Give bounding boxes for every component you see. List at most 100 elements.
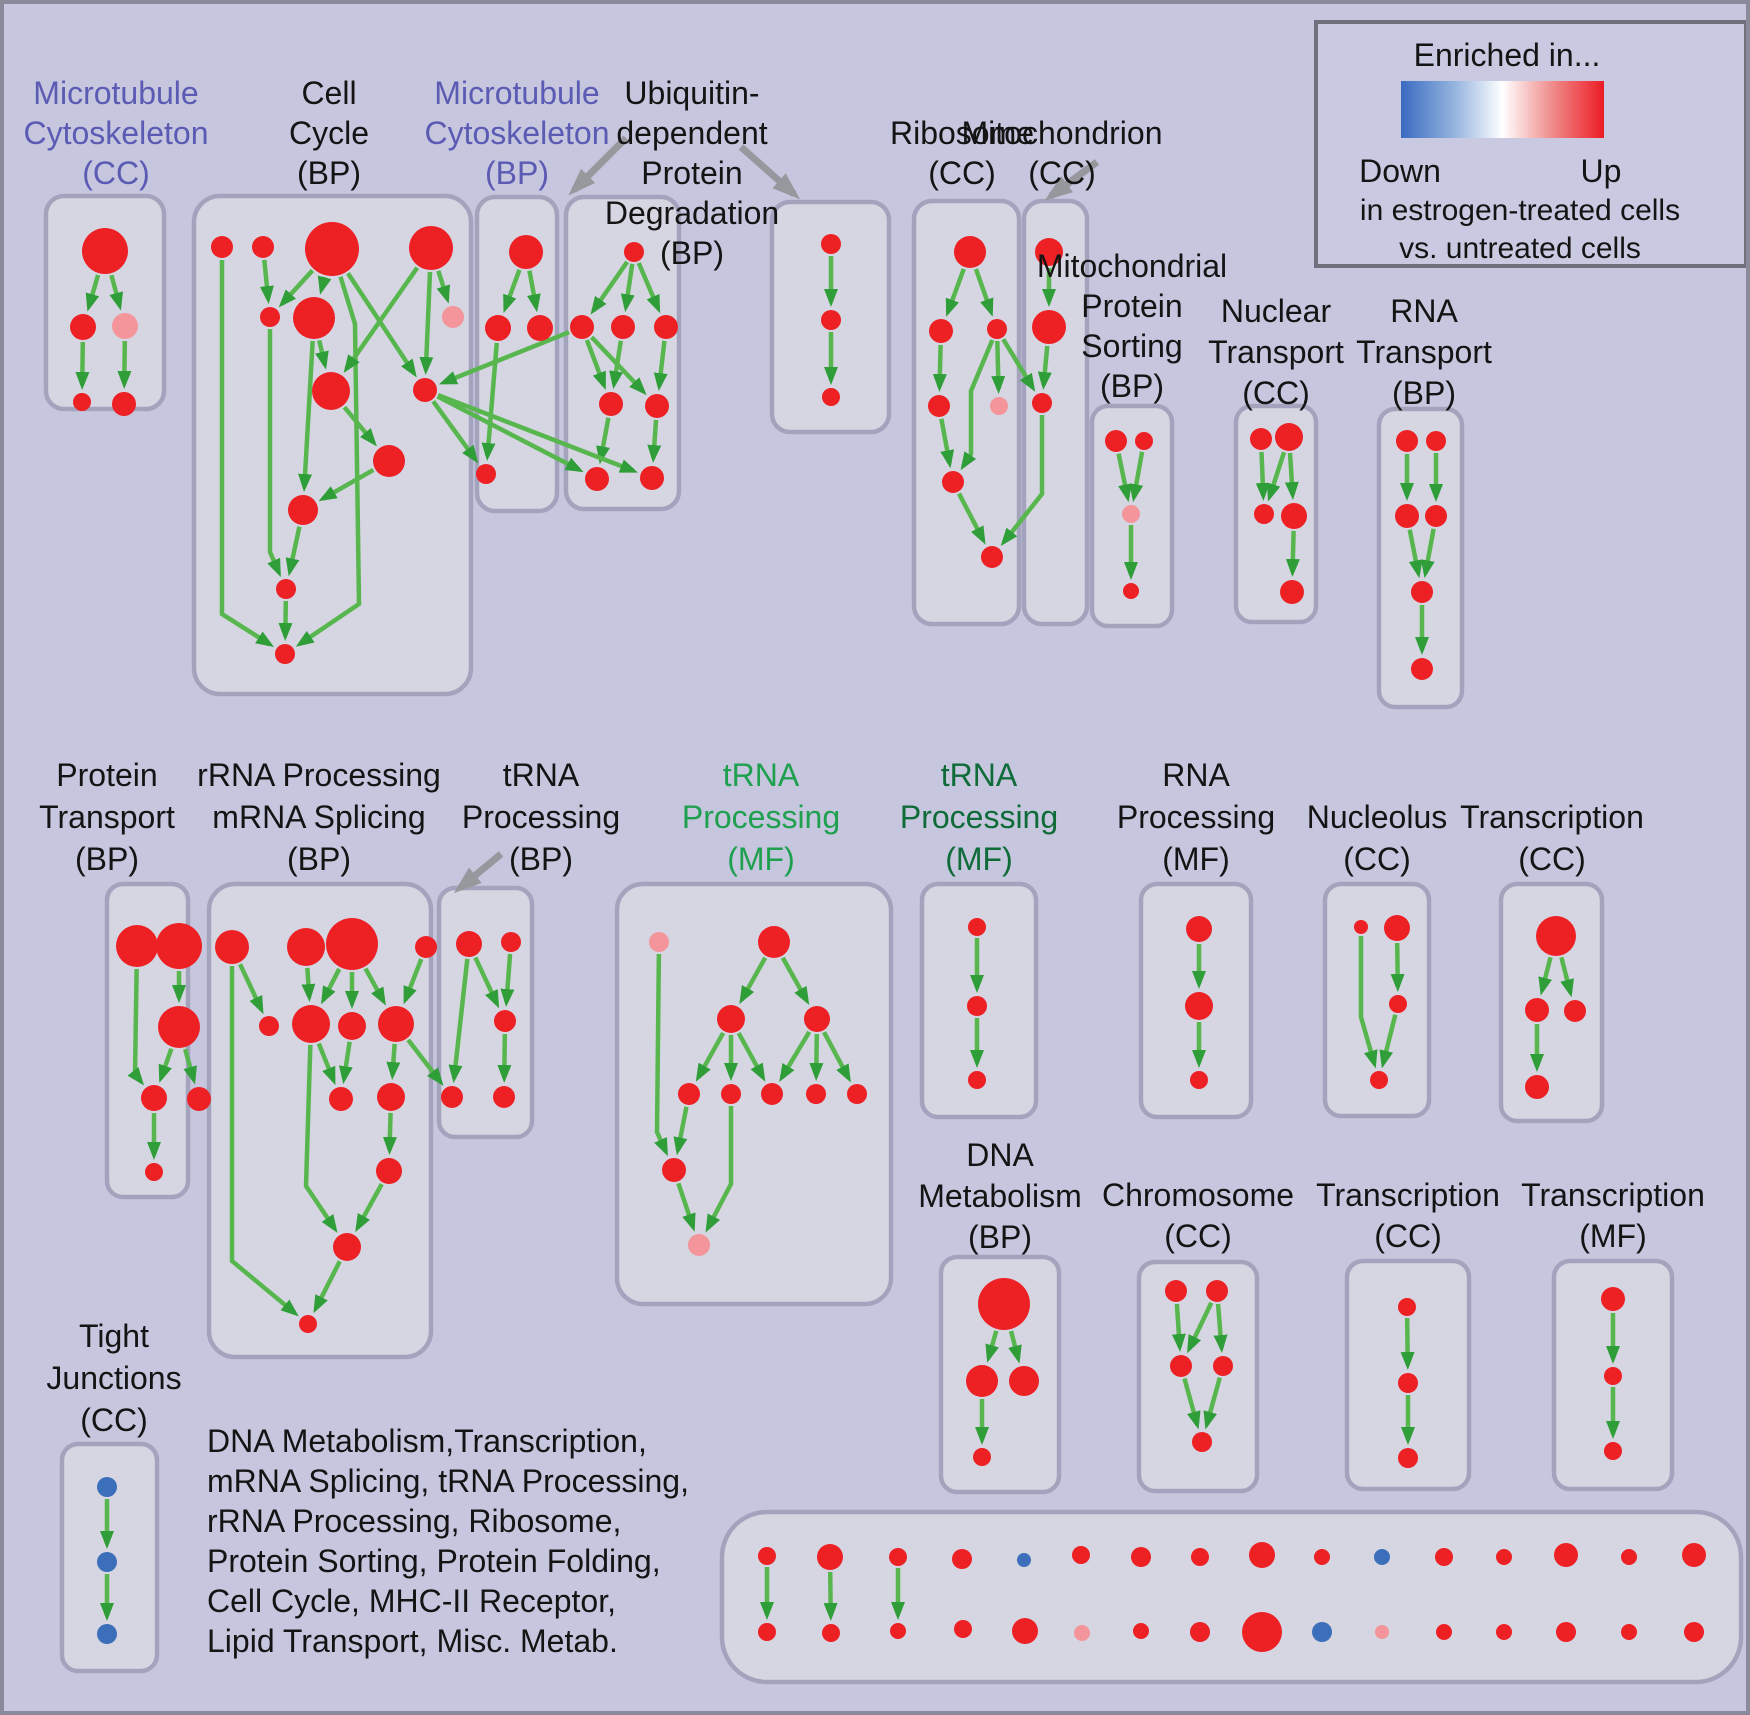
go-term-node-bottomRow-8 [1017, 1553, 1031, 1567]
go-term-node-cellCycle-0 [211, 236, 233, 258]
go-term-node-bottomRow-30 [1682, 1543, 1706, 1567]
go-term-node-cellCycle-2 [305, 222, 359, 276]
go-term-node-cellCycle-8 [413, 378, 437, 402]
go-term-node-bottomRow-11 [1074, 1625, 1090, 1641]
edge-cellCycle [342, 405, 377, 447]
go-term-node-transMF-0 [1601, 1287, 1625, 1311]
go-term-node-rrna-7 [378, 1006, 414, 1042]
edge-cellCycle [267, 329, 281, 578]
go-term-node-bottomRow-26 [1554, 1543, 1578, 1567]
go-term-node-trnaMF1-6 [761, 1083, 783, 1105]
go-term-node-ribosome-2 [987, 319, 1007, 339]
go-term-node-ribosome-6 [981, 546, 1003, 568]
edge-chromosome [1187, 1301, 1214, 1354]
legend-title: Enriched in... [1414, 37, 1601, 73]
edge-cellCycle [285, 526, 302, 577]
go-term-node-cellCycle-3 [409, 226, 453, 270]
go-term-node-trnaBP-3 [441, 1086, 463, 1108]
go-term-node-cellCycle-10 [288, 495, 318, 525]
go-term-node-bottomRow-18 [1314, 1549, 1330, 1565]
go-term-node-bottomRow-31 [1684, 1622, 1704, 1642]
go-term-node-rnaTrans-2 [1395, 504, 1419, 528]
edge-cellCycle [298, 340, 315, 493]
edge-ribosome [973, 268, 994, 317]
label-trna-mf-1-line-2: Processing [682, 799, 840, 835]
go-term-node-cellCycle-6 [442, 306, 464, 328]
go-term-node-trnaMF1-3 [804, 1006, 830, 1032]
edge-rrna [355, 1183, 384, 1233]
go-term-node-rnaTrans-0 [1396, 430, 1418, 452]
go-term-node-transCC1-2 [1564, 1000, 1586, 1022]
go-network-figure: Microtubule Cytoskeleton (CC) Cell Cycle (BP)… [24, 20, 1746, 1685]
edge-ribosome [939, 418, 955, 469]
label-dna-metabolism-line-2: Metabolism [918, 1178, 1082, 1214]
label-trna-mf-2-line-3: (MF) [945, 841, 1013, 877]
go-term-node-rnaTrans-3 [1425, 505, 1447, 527]
edge-nucleolus [1358, 936, 1378, 1069]
edge-bottomRow [823, 1571, 838, 1622]
go-term-node-chromosome-1 [1206, 1280, 1228, 1302]
go-term-node-ribosome-0 [954, 236, 986, 268]
edge-ribosome [945, 268, 966, 317]
label-rna-transport-line-2: Transport [1356, 334, 1492, 370]
edge-cellCycle [278, 600, 293, 642]
go-term-node-bottomRow-16 [1249, 1542, 1275, 1568]
edge-mtCC [75, 341, 90, 391]
edge-trnaMF1 [736, 1031, 766, 1082]
edge-rrna [313, 1260, 342, 1314]
go-term-node-rnaProcMF-1 [1185, 992, 1213, 1020]
note-text-line-6: Lipid Transport, Misc. Metab. [207, 1623, 618, 1659]
label-rna-transport-line-1: RNA [1390, 293, 1458, 329]
label-ribosome-line-1: Ribosome [890, 115, 1034, 151]
go-term-node-mtBP-3 [476, 464, 496, 484]
go-term-node-rrna-6 [338, 1012, 366, 1040]
edge-ubiq1 [653, 340, 668, 392]
go-term-node-rrna-10 [376, 1158, 402, 1184]
label-ubiquitin-line-5: (BP) [660, 235, 724, 271]
edge-nucTrans [1266, 451, 1287, 502]
edge-trnaMF1 [809, 1033, 824, 1082]
go-term-node-nucTrans-0 [1250, 428, 1272, 450]
go-term-node-trnaMF1-5 [721, 1084, 741, 1104]
edge-protTrans [127, 968, 145, 1086]
go-term-node-bottomRow-15 [1190, 1622, 1210, 1642]
edge-dnaMet [985, 1330, 999, 1363]
edge-rrna [386, 1043, 401, 1081]
label-mito-protein-sorting-line-3: Sorting [1081, 328, 1182, 364]
label-transcription-mf-line-1: Transcription [1521, 1177, 1705, 1213]
go-term-node-rnaTrans-1 [1426, 431, 1446, 451]
legend-down-label: Down [1359, 153, 1441, 189]
edge-rrna [403, 958, 424, 1005]
edge-mtBP [526, 270, 541, 313]
label-rna-transport-line-3: (BP) [1392, 375, 1456, 411]
label-mito-protein-sorting-line-1: Mitochondrial [1037, 248, 1227, 284]
label-rrna-mrna-line-3: (BP) [287, 841, 351, 877]
edge-nucTrans [1284, 452, 1299, 501]
go-term-node-ribosome-5 [942, 471, 964, 493]
edge-rrna [301, 967, 316, 1003]
edge-protTrans [182, 1048, 197, 1085]
note-text-line-4: Protein Sorting, Protein Folding, [207, 1543, 661, 1579]
edge-cross-rrna-to-trnaBP [406, 1038, 444, 1086]
edge-nucTrans [1255, 451, 1270, 502]
go-term-node-mtBP-1 [485, 315, 511, 341]
label-microtubule-cc-line-3: (CC) [82, 155, 150, 191]
edge-chromosome [1213, 1303, 1228, 1354]
legend-box [1314, 20, 1746, 268]
edge-cross-mito-to-ribosome [1000, 415, 1045, 547]
go-term-node-dnaMet-1 [966, 1365, 998, 1397]
go-term-node-nucleolus-2 [1389, 995, 1407, 1013]
edge-nucleolus [1390, 942, 1405, 993]
label-microtubule-bp-line-3: (BP) [485, 155, 549, 191]
go-term-node-mito-2 [1032, 393, 1052, 413]
label-trna-bp-line-1: tRNA [503, 757, 580, 793]
edge-dnaMet [1008, 1330, 1022, 1364]
label-microtubule-cc-line-2: Cytoskeleton [24, 115, 209, 151]
go-term-node-trnaBP-2 [494, 1010, 516, 1032]
go-term-node-bottomRow-27 [1556, 1622, 1576, 1642]
go-term-node-rrna-11 [333, 1233, 361, 1261]
go-term-node-nucTrans-2 [1254, 504, 1274, 524]
label-trna-mf-1-line-1: tRNA [723, 757, 800, 793]
go-term-node-chromosome-3 [1213, 1356, 1233, 1376]
